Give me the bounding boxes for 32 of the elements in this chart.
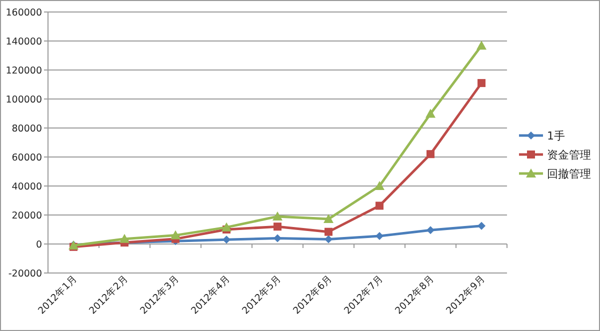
y-tick-label: 60000 xyxy=(12,152,42,164)
point xyxy=(272,211,282,220)
point xyxy=(476,40,486,50)
y-tick-label: 40000 xyxy=(12,181,42,192)
y-tick-label: 100000 xyxy=(6,94,42,106)
y-tick-label: 80000 xyxy=(12,123,42,134)
point xyxy=(324,235,332,244)
y-tick-label: 140000 xyxy=(6,36,42,48)
point xyxy=(426,150,434,158)
point xyxy=(120,234,130,243)
y-tick-label: 0 xyxy=(36,239,42,250)
point xyxy=(478,222,486,230)
point xyxy=(274,234,282,242)
point xyxy=(478,79,486,88)
y-tick-label: 20000 xyxy=(12,210,42,222)
legend-label: 资金管理 xyxy=(547,148,591,162)
point xyxy=(274,222,282,231)
y-tick-label: 160000 xyxy=(6,7,42,18)
point xyxy=(376,232,384,240)
point xyxy=(376,202,384,210)
point xyxy=(170,230,180,240)
point xyxy=(324,214,334,224)
point xyxy=(222,236,230,244)
point xyxy=(324,228,332,236)
point xyxy=(426,226,434,234)
point xyxy=(222,222,232,232)
point xyxy=(426,108,436,118)
legend-label: 1手 xyxy=(547,129,565,142)
legend-label: 回撤管理 xyxy=(547,167,591,180)
point xyxy=(374,181,384,190)
y-tick-label: 120000 xyxy=(6,65,42,76)
y-tick-label: -20000 xyxy=(8,268,42,280)
